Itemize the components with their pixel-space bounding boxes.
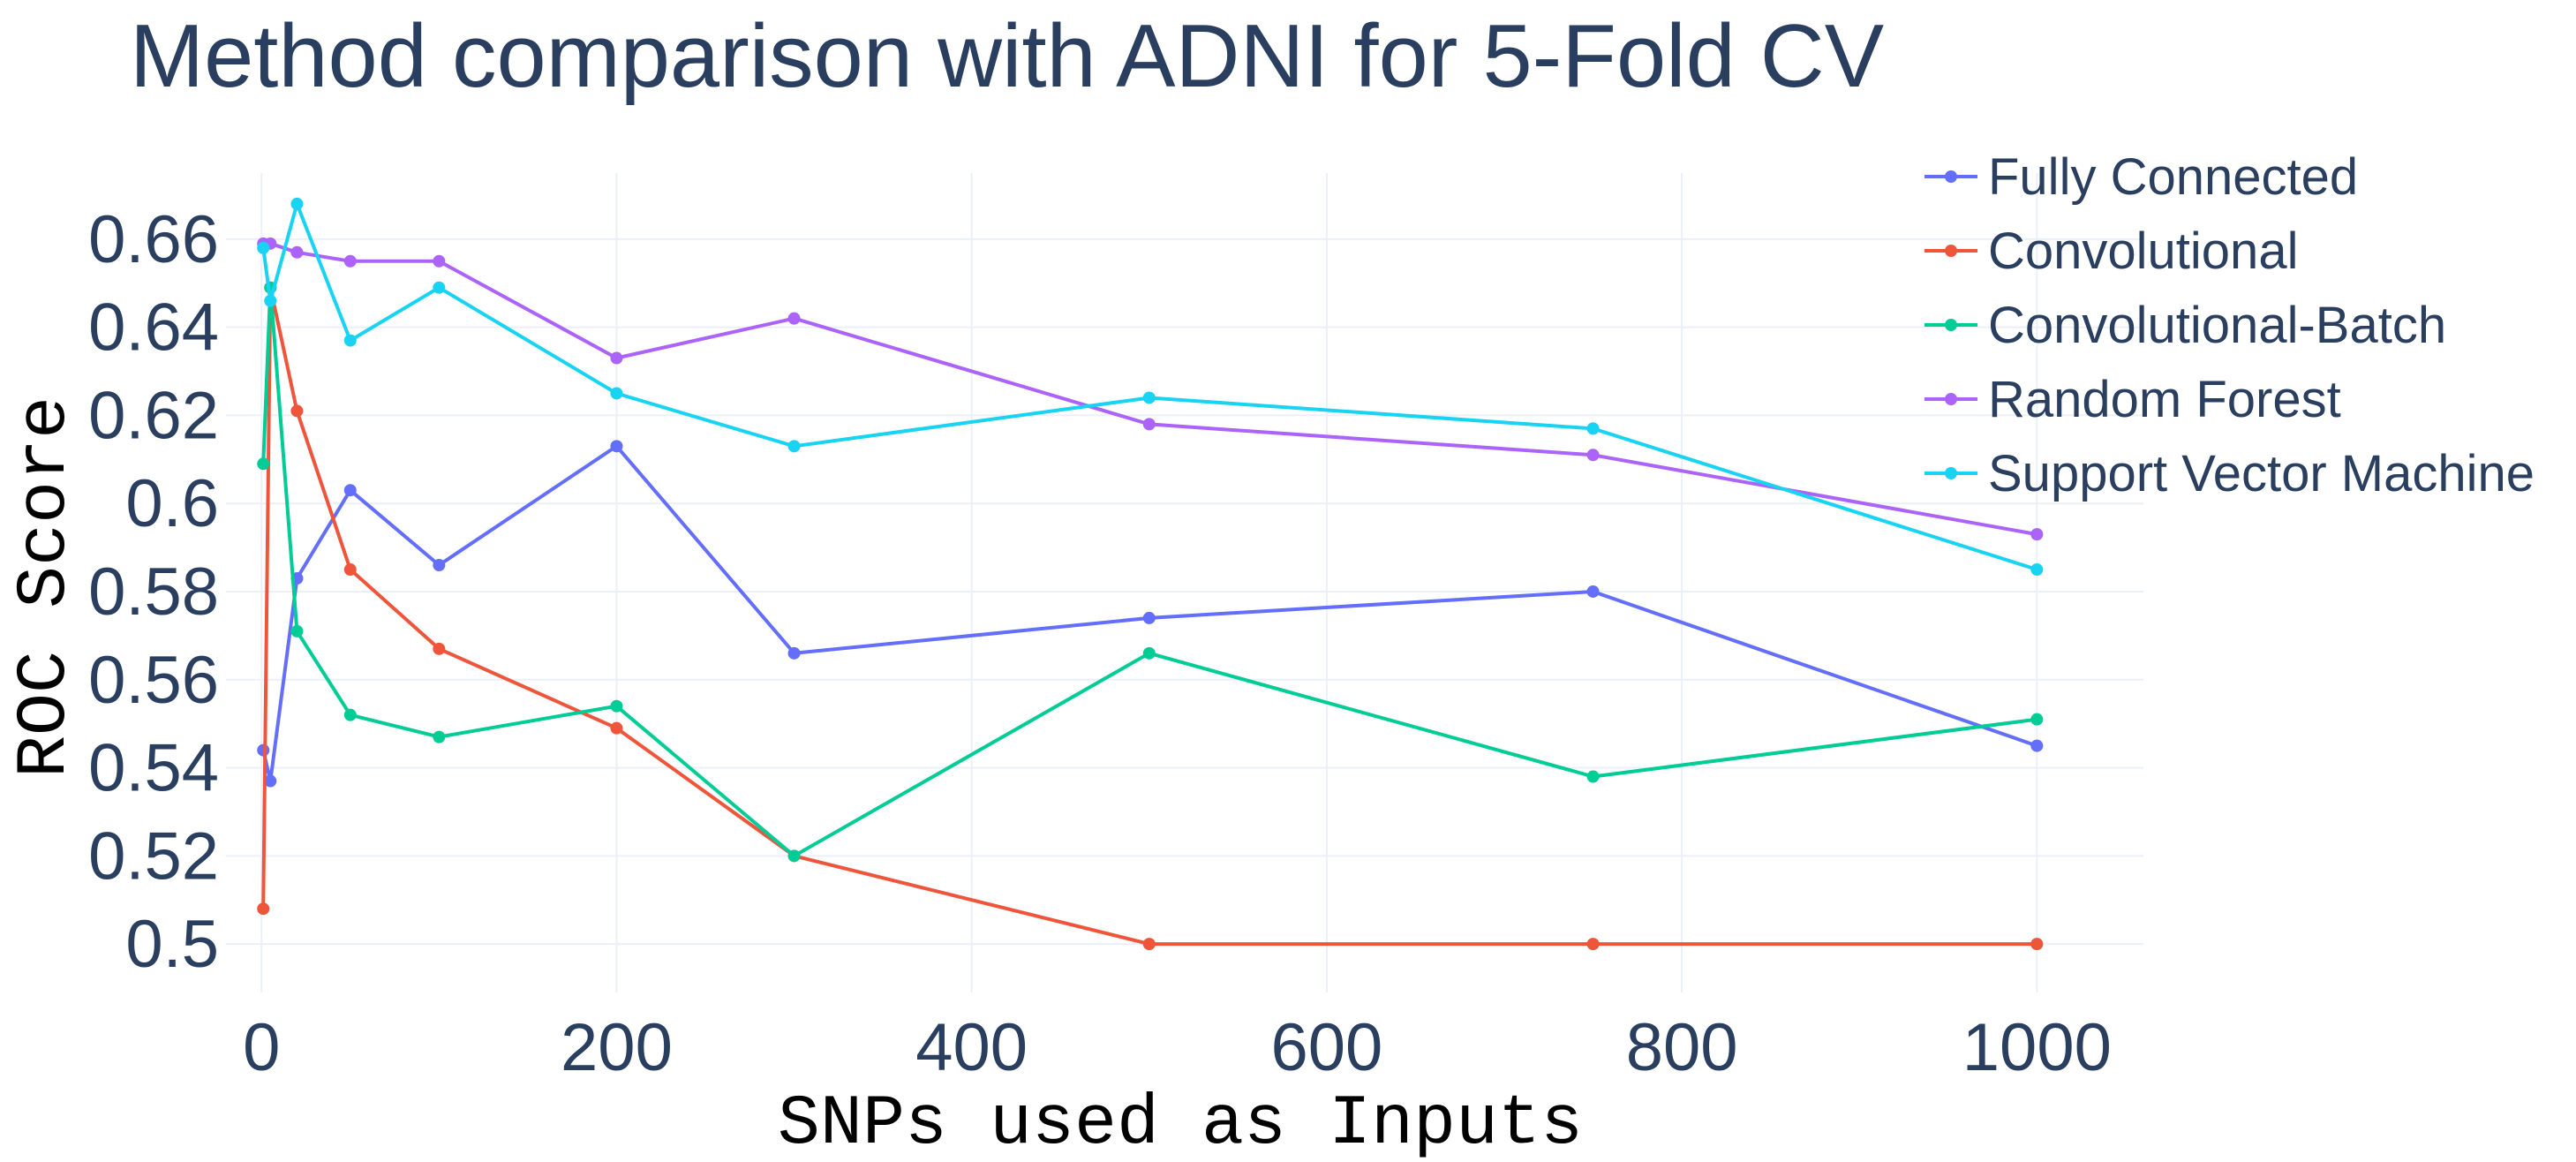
data-point[interactable] — [610, 351, 623, 365]
data-point[interactable] — [1142, 611, 1156, 624]
data-point[interactable] — [787, 646, 801, 660]
series-line — [261, 201, 2037, 571]
y-tick-label: 0.66 — [88, 202, 219, 277]
x-tick-label: 600 — [1270, 1010, 1382, 1085]
data-point[interactable] — [1142, 391, 1156, 404]
series-line — [261, 285, 2037, 858]
series-lines — [257, 197, 2044, 951]
legend-swatch-marker — [1945, 245, 1957, 257]
data-point[interactable] — [257, 241, 270, 254]
data-point[interactable] — [1142, 418, 1156, 431]
y-axis-title: ROC Score — [5, 396, 86, 778]
series-line — [261, 444, 2037, 783]
y-tick-label: 0.58 — [88, 555, 219, 630]
legend-item[interactable]: Fully Connected — [1924, 148, 2358, 206]
legend-swatch-marker — [1945, 319, 1957, 331]
data-point[interactable] — [610, 699, 623, 713]
data-point[interactable] — [610, 387, 623, 400]
legend-label: Fully Connected — [1988, 148, 2358, 206]
data-point[interactable] — [610, 440, 623, 453]
data-point[interactable] — [2030, 713, 2044, 726]
legend-swatch-marker — [1945, 393, 1957, 405]
data-point[interactable] — [787, 440, 801, 453]
data-point[interactable] — [264, 774, 277, 788]
x-tick-label: 800 — [1626, 1010, 1738, 1085]
y-tick-label: 0.56 — [88, 643, 219, 718]
data-point[interactable] — [787, 849, 801, 863]
y-tick-label: 0.64 — [88, 290, 219, 366]
data-point[interactable] — [290, 245, 304, 259]
data-point[interactable] — [2030, 739, 2044, 752]
data-point[interactable] — [433, 730, 446, 743]
series-line — [261, 285, 2037, 947]
x-axis-title: SNPs used as Inputs — [778, 1084, 1583, 1162]
data-point[interactable] — [343, 563, 357, 577]
legend-item[interactable]: Convolutional — [1924, 223, 2298, 280]
data-point[interactable] — [257, 457, 270, 471]
data-point[interactable] — [1586, 770, 1600, 783]
data-point[interactable] — [2030, 938, 2044, 951]
y-tick-label: 0.5 — [125, 907, 219, 982]
legend-swatch-marker — [1945, 467, 1957, 479]
data-point[interactable] — [257, 902, 270, 916]
data-point[interactable] — [1586, 422, 1600, 435]
legend-item[interactable]: Random Forest — [1924, 371, 2341, 428]
data-point[interactable] — [343, 708, 357, 721]
legend-label: Support Vector Machine — [1988, 445, 2535, 502]
data-point[interactable] — [264, 294, 277, 307]
x-tick-label: 1000 — [1962, 1010, 2112, 1085]
series-support-vector-machine — [257, 197, 2044, 577]
legend-label: Random Forest — [1988, 371, 2341, 428]
y-tick-label: 0.52 — [88, 819, 219, 894]
legend-item[interactable]: Support Vector Machine — [1924, 445, 2535, 502]
data-point[interactable] — [433, 559, 446, 572]
y-tick-label: 0.54 — [88, 731, 219, 806]
legend-label: Convolutional-Batch — [1988, 297, 2446, 354]
data-point[interactable] — [1586, 585, 1600, 598]
legend-label: Convolutional — [1988, 223, 2298, 280]
data-point[interactable] — [1586, 938, 1600, 951]
legend-swatch-marker — [1945, 170, 1957, 183]
data-point[interactable] — [343, 334, 357, 347]
data-point[interactable] — [610, 721, 623, 735]
y-tick-label: 0.62 — [88, 378, 219, 453]
data-point[interactable] — [290, 404, 304, 418]
x-tick-label: 0 — [243, 1010, 280, 1085]
y-tick-label: 0.6 — [125, 466, 219, 541]
data-point[interactable] — [343, 484, 357, 497]
data-point[interactable] — [787, 312, 801, 325]
chart-title: Method comparison with ADNI for 5-Fold C… — [130, 7, 1884, 106]
x-tick-label: 200 — [561, 1010, 673, 1085]
data-point[interactable] — [433, 642, 446, 655]
data-point[interactable] — [433, 254, 446, 268]
legend-item[interactable]: Convolutional-Batch — [1924, 297, 2446, 354]
x-tick-label: 400 — [915, 1010, 1028, 1085]
data-point[interactable] — [1142, 646, 1156, 660]
data-point[interactable] — [1586, 449, 1600, 462]
data-point[interactable] — [343, 254, 357, 268]
data-point[interactable] — [2030, 528, 2044, 541]
data-point[interactable] — [1142, 938, 1156, 951]
axis-ticks: 0 200 400 600 800 1000 0.5 0.52 0.54 0.56 0.58 0.6 0… — [88, 202, 2112, 1085]
data-point[interactable] — [2030, 563, 2044, 577]
data-point[interactable] — [290, 624, 304, 638]
data-point[interactable] — [290, 197, 304, 210]
legend[interactable]: Fully Connected Convolutional Convolutiona… — [1924, 148, 2535, 502]
data-point[interactable] — [433, 281, 446, 294]
gridlines — [226, 173, 2143, 992]
